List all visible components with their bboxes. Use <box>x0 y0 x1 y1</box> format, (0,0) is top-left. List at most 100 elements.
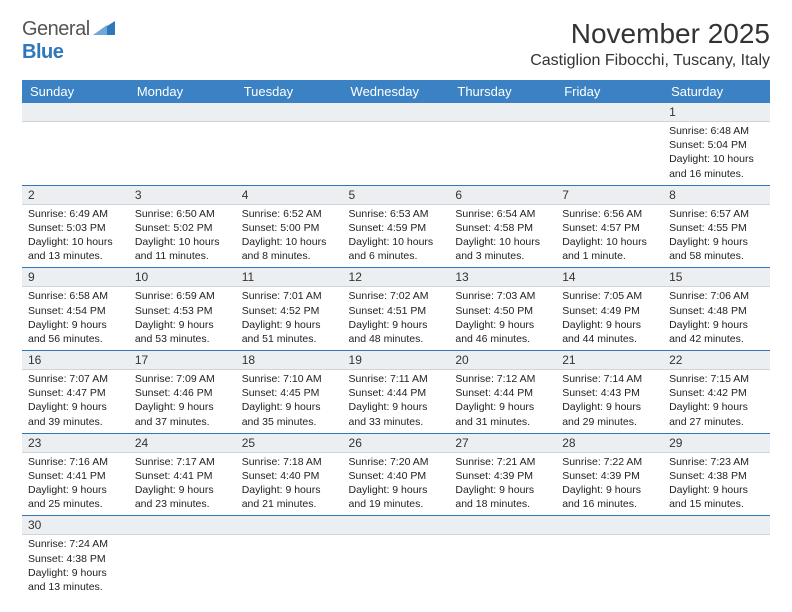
day-body: Sunrise: 7:10 AMSunset: 4:45 PMDaylight:… <box>236 370 343 433</box>
calendar-day-cell: 28Sunrise: 7:22 AMSunset: 4:39 PMDayligh… <box>556 433 663 516</box>
day-number <box>449 516 556 535</box>
day-body: Sunrise: 7:02 AMSunset: 4:51 PMDaylight:… <box>343 287 450 350</box>
sunrise-text: Sunrise: 6:48 AM <box>669 124 764 138</box>
day-number <box>556 516 663 535</box>
day-body <box>22 122 129 128</box>
sunset-text: Sunset: 4:49 PM <box>562 304 657 318</box>
sunset-text: Sunset: 4:48 PM <box>669 304 764 318</box>
day-body: Sunrise: 7:20 AMSunset: 4:40 PMDaylight:… <box>343 453 450 516</box>
calendar-day-cell <box>22 103 129 185</box>
day-body <box>556 535 663 541</box>
daylight-text: Daylight: 9 hours and 42 minutes. <box>669 318 764 346</box>
calendar-day-cell: 23Sunrise: 7:16 AMSunset: 4:41 PMDayligh… <box>22 433 129 516</box>
sunrise-text: Sunrise: 6:59 AM <box>135 289 230 303</box>
day-number: 5 <box>343 186 450 205</box>
daylight-text: Daylight: 9 hours and 37 minutes. <box>135 400 230 428</box>
sunset-text: Sunset: 5:03 PM <box>28 221 123 235</box>
calendar-day-cell: 27Sunrise: 7:21 AMSunset: 4:39 PMDayligh… <box>449 433 556 516</box>
calendar-day-cell: 22Sunrise: 7:15 AMSunset: 4:42 PMDayligh… <box>663 351 770 434</box>
sunrise-text: Sunrise: 6:53 AM <box>349 207 444 221</box>
brand-part2: Blue <box>22 41 63 63</box>
day-body: Sunrise: 7:22 AMSunset: 4:39 PMDaylight:… <box>556 453 663 516</box>
day-number <box>449 103 556 122</box>
day-body: Sunrise: 7:07 AMSunset: 4:47 PMDaylight:… <box>22 370 129 433</box>
calendar-day-cell: 5Sunrise: 6:53 AMSunset: 4:59 PMDaylight… <box>343 185 450 268</box>
calendar-day-cell: 25Sunrise: 7:18 AMSunset: 4:40 PMDayligh… <box>236 433 343 516</box>
sunrise-text: Sunrise: 7:12 AM <box>455 372 550 386</box>
calendar-day-cell <box>343 103 450 185</box>
calendar-day-cell: 11Sunrise: 7:01 AMSunset: 4:52 PMDayligh… <box>236 268 343 351</box>
logo-triangle-icon <box>93 18 115 41</box>
sunset-text: Sunset: 4:55 PM <box>669 221 764 235</box>
location-text: Castiglion Fibocchi, Tuscany, Italy <box>530 52 770 70</box>
day-body: Sunrise: 7:12 AMSunset: 4:44 PMDaylight:… <box>449 370 556 433</box>
calendar-day-cell: 13Sunrise: 7:03 AMSunset: 4:50 PMDayligh… <box>449 268 556 351</box>
calendar-day-cell <box>129 516 236 598</box>
calendar-week-row: 1Sunrise: 6:48 AMSunset: 5:04 PMDaylight… <box>22 103 770 185</box>
day-number: 16 <box>22 351 129 370</box>
day-header: Saturday <box>663 80 770 103</box>
day-number: 4 <box>236 186 343 205</box>
day-number: 27 <box>449 434 556 453</box>
day-body: Sunrise: 6:50 AMSunset: 5:02 PMDaylight:… <box>129 205 236 268</box>
day-number: 17 <box>129 351 236 370</box>
sunrise-text: Sunrise: 7:15 AM <box>669 372 764 386</box>
calendar-day-cell: 19Sunrise: 7:11 AMSunset: 4:44 PMDayligh… <box>343 351 450 434</box>
sunset-text: Sunset: 5:04 PM <box>669 138 764 152</box>
calendar-day-cell <box>236 103 343 185</box>
sunrise-text: Sunrise: 7:14 AM <box>562 372 657 386</box>
day-body <box>663 535 770 541</box>
day-number: 25 <box>236 434 343 453</box>
daylight-text: Daylight: 10 hours and 11 minutes. <box>135 235 230 263</box>
sunset-text: Sunset: 4:40 PM <box>349 469 444 483</box>
sunrise-text: Sunrise: 7:11 AM <box>349 372 444 386</box>
calendar-day-cell: 29Sunrise: 7:23 AMSunset: 4:38 PMDayligh… <box>663 433 770 516</box>
day-number <box>343 516 450 535</box>
sunrise-text: Sunrise: 6:57 AM <box>669 207 764 221</box>
day-number <box>22 103 129 122</box>
calendar-day-cell: 21Sunrise: 7:14 AMSunset: 4:43 PMDayligh… <box>556 351 663 434</box>
day-number <box>129 516 236 535</box>
day-number: 14 <box>556 268 663 287</box>
header: GeneralBlue November 2025 Castiglion Fib… <box>22 18 770 70</box>
day-number <box>236 516 343 535</box>
day-body <box>236 535 343 541</box>
day-number: 8 <box>663 186 770 205</box>
sunrise-text: Sunrise: 6:52 AM <box>242 207 337 221</box>
day-body: Sunrise: 7:23 AMSunset: 4:38 PMDaylight:… <box>663 453 770 516</box>
daylight-text: Daylight: 9 hours and 23 minutes. <box>135 483 230 511</box>
sunrise-text: Sunrise: 7:23 AM <box>669 455 764 469</box>
calendar-day-cell <box>663 516 770 598</box>
sunset-text: Sunset: 4:46 PM <box>135 386 230 400</box>
calendar-day-cell: 10Sunrise: 6:59 AMSunset: 4:53 PMDayligh… <box>129 268 236 351</box>
day-body <box>343 122 450 128</box>
day-body: Sunrise: 6:48 AMSunset: 5:04 PMDaylight:… <box>663 122 770 185</box>
sunset-text: Sunset: 5:02 PM <box>135 221 230 235</box>
day-number: 9 <box>22 268 129 287</box>
daylight-text: Daylight: 9 hours and 35 minutes. <box>242 400 337 428</box>
daylight-text: Daylight: 10 hours and 1 minute. <box>562 235 657 263</box>
calendar-day-cell: 26Sunrise: 7:20 AMSunset: 4:40 PMDayligh… <box>343 433 450 516</box>
day-body <box>449 122 556 128</box>
daylight-text: Daylight: 9 hours and 25 minutes. <box>28 483 123 511</box>
day-body: Sunrise: 6:52 AMSunset: 5:00 PMDaylight:… <box>236 205 343 268</box>
daylight-text: Daylight: 9 hours and 16 minutes. <box>562 483 657 511</box>
daylight-text: Daylight: 9 hours and 56 minutes. <box>28 318 123 346</box>
daylight-text: Daylight: 9 hours and 58 minutes. <box>669 235 764 263</box>
sunset-text: Sunset: 4:58 PM <box>455 221 550 235</box>
brand-text: GeneralBlue <box>22 18 115 64</box>
calendar-day-cell <box>236 516 343 598</box>
calendar-week-row: 23Sunrise: 7:16 AMSunset: 4:41 PMDayligh… <box>22 433 770 516</box>
page-title: November 2025 <box>530 18 770 50</box>
day-body <box>236 122 343 128</box>
calendar-day-cell: 3Sunrise: 6:50 AMSunset: 5:02 PMDaylight… <box>129 185 236 268</box>
day-body <box>556 122 663 128</box>
day-body: Sunrise: 7:09 AMSunset: 4:46 PMDaylight:… <box>129 370 236 433</box>
day-body: Sunrise: 7:24 AMSunset: 4:38 PMDaylight:… <box>22 535 129 598</box>
day-number: 20 <box>449 351 556 370</box>
day-number: 28 <box>556 434 663 453</box>
day-header: Tuesday <box>236 80 343 103</box>
sunrise-text: Sunrise: 7:22 AM <box>562 455 657 469</box>
sunset-text: Sunset: 4:42 PM <box>669 386 764 400</box>
brand-logo: GeneralBlue <box>22 18 115 64</box>
